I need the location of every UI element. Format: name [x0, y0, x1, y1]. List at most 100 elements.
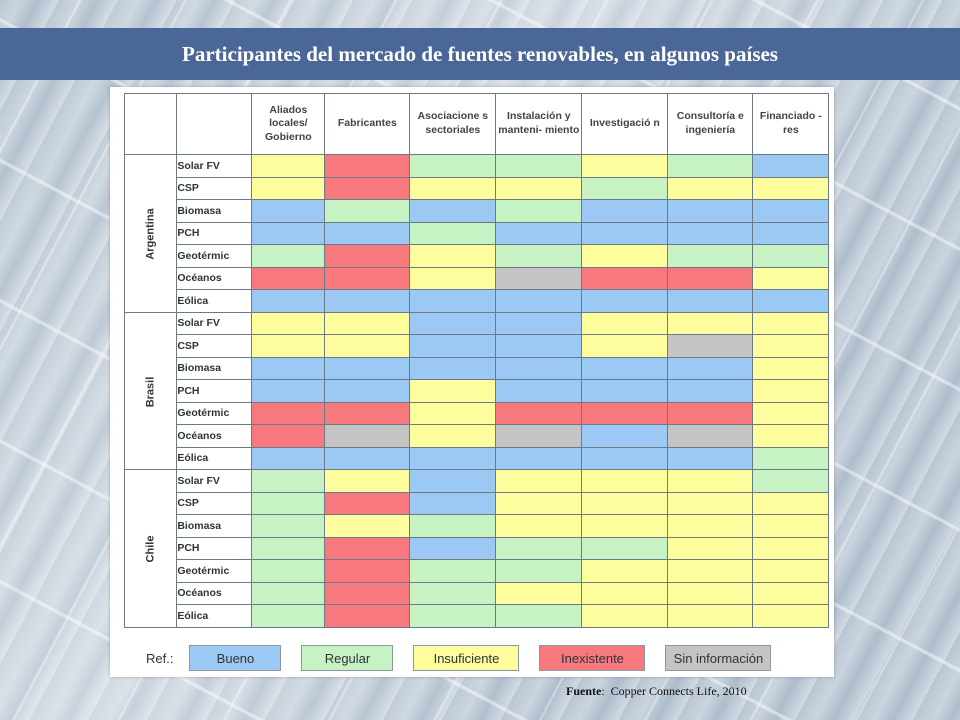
status-cell — [752, 311, 830, 335]
page-title: Participantes del mercado de fuentes ren… — [182, 41, 778, 66]
market-participants-table: Aliados locales/ Gobierno Fabricantes As… — [123, 93, 830, 628]
status-cell — [324, 176, 411, 200]
table-row: PCH — [125, 221, 830, 245]
technology-label: Geotérmic — [176, 401, 253, 425]
status-cell — [581, 266, 669, 290]
status-cell — [581, 221, 669, 245]
table-row: Geotérmic — [125, 401, 830, 425]
status-cell — [667, 199, 754, 223]
status-cell — [409, 266, 497, 290]
status-cell — [324, 469, 411, 493]
status-cell — [495, 311, 583, 335]
status-cell — [581, 469, 669, 493]
status-cell — [409, 199, 497, 223]
status-cell — [581, 154, 669, 178]
legend-insuficiente: Insuficiente — [413, 645, 520, 671]
legend-inexistente: Inexistente — [539, 645, 646, 671]
table-row: CSP — [125, 176, 830, 200]
status-cell — [752, 491, 830, 515]
technology-label: PCH — [176, 221, 253, 245]
status-cell — [251, 199, 326, 223]
status-cell — [324, 446, 411, 470]
technology-label: Biomasa — [176, 356, 253, 380]
status-cell — [409, 356, 497, 380]
table-row: Biomasa — [125, 514, 830, 538]
status-cell — [752, 604, 830, 628]
status-cell — [409, 176, 497, 200]
status-cell — [324, 199, 411, 223]
header-row: Aliados locales/ Gobierno Fabricantes As… — [123, 93, 830, 155]
status-cell — [752, 356, 830, 380]
status-cell — [324, 221, 411, 245]
status-cell — [409, 154, 497, 178]
status-cell — [495, 221, 583, 245]
status-cell — [251, 514, 326, 538]
source-label: Fuente — [566, 684, 602, 698]
status-cell — [752, 424, 830, 448]
status-cell — [495, 536, 583, 560]
status-cell — [495, 199, 583, 223]
table-row: Chile Solar FV — [123, 469, 830, 628]
status-cell — [251, 379, 326, 403]
status-cell — [409, 491, 497, 515]
table-row: Océanos — [125, 424, 830, 448]
status-cell — [324, 356, 411, 380]
status-cell — [251, 581, 326, 605]
status-cell — [581, 559, 669, 583]
status-cell — [495, 334, 583, 358]
status-cell — [251, 401, 326, 425]
status-cell — [581, 514, 669, 538]
status-cell — [324, 289, 411, 313]
table-body: Argentina Solar FV CSP Biomasa PCH Geotérmic O… — [123, 154, 830, 628]
status-cell — [752, 469, 830, 493]
status-cell — [581, 334, 669, 358]
status-cell — [752, 446, 830, 470]
status-cell — [324, 559, 411, 583]
table-row: Océanos — [125, 266, 830, 290]
source-text: Copper Connects Life, 2010 — [610, 684, 747, 698]
status-cell — [324, 266, 411, 290]
status-cell — [495, 446, 583, 470]
status-cell — [752, 221, 830, 245]
country-name: Argentina — [144, 208, 157, 260]
status-cell — [251, 311, 326, 335]
technology-label: CSP — [176, 176, 253, 200]
technology-label: Océanos — [176, 266, 253, 290]
status-cell — [752, 514, 830, 538]
status-cell — [409, 536, 497, 560]
status-cell — [667, 221, 754, 245]
table-row: CSP — [125, 491, 830, 515]
source-note: Fuente: Copper Connects Life, 2010 — [566, 684, 747, 698]
table-row: Argentina Solar FV — [123, 154, 830, 313]
legend-sin-informacion: Sin información — [665, 645, 772, 671]
status-cell — [667, 446, 754, 470]
status-cell — [667, 536, 754, 560]
status-cell — [409, 469, 497, 493]
status-cell — [581, 604, 669, 628]
status-cell — [495, 176, 583, 200]
status-cell — [581, 289, 669, 313]
technology-label: PCH — [176, 536, 253, 560]
status-cell — [581, 176, 669, 200]
status-cell — [251, 289, 326, 313]
status-cell — [409, 221, 497, 245]
status-cell — [581, 244, 669, 268]
status-cell — [251, 469, 326, 493]
status-cell — [324, 514, 411, 538]
table-row: PCH — [125, 536, 830, 560]
status-cell — [251, 446, 326, 470]
table-row: Eólica — [125, 446, 830, 470]
status-cell — [581, 491, 669, 515]
status-cell — [251, 491, 326, 515]
status-cell — [324, 311, 411, 335]
technology-label: Océanos — [176, 424, 253, 448]
status-cell — [324, 334, 411, 358]
status-cell — [495, 469, 583, 493]
country-label-cell: Argentina — [123, 154, 178, 313]
status-cell — [752, 176, 830, 200]
legend-label: Ref.: — [146, 650, 174, 666]
corner-cell-tech — [176, 93, 253, 155]
status-cell — [581, 424, 669, 448]
legend-regular: Regular — [301, 645, 394, 671]
country-label-cell: Chile — [123, 469, 178, 628]
